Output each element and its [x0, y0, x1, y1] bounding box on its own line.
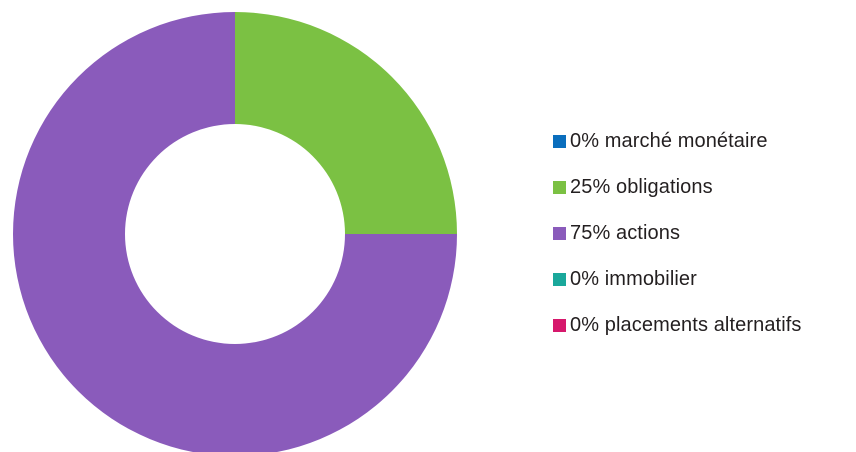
legend-swatch [553, 318, 566, 332]
legend-item-marche-monetaire: 0% marché monétaire [553, 118, 853, 164]
legend-item-actions: 75% actions [553, 210, 853, 256]
legend-label: 0% immobilier [570, 267, 697, 290]
legend-swatch [553, 180, 566, 194]
legend-label: 0% marché monétaire [570, 129, 768, 152]
legend-swatch [553, 226, 566, 240]
donut-slice-actions [13, 12, 457, 452]
legend-item-placements-alternatifs: 0% placements alternatifs [553, 302, 853, 348]
legend-label: 0% placements alternatifs [570, 313, 802, 336]
donut-plot [13, 12, 457, 452]
legend-item-obligations: 25% obligations [553, 164, 853, 210]
legend-swatch [553, 134, 566, 148]
legend-item-immobilier: 0% immobilier [553, 256, 853, 302]
legend-label: 75% actions [570, 221, 681, 244]
chart-legend: 0% marché monétaire 25% obligations 75% … [553, 118, 853, 348]
legend-label: 25% obligations [570, 175, 713, 198]
legend-swatch [553, 272, 566, 286]
donut-slice-obligations [235, 12, 457, 234]
